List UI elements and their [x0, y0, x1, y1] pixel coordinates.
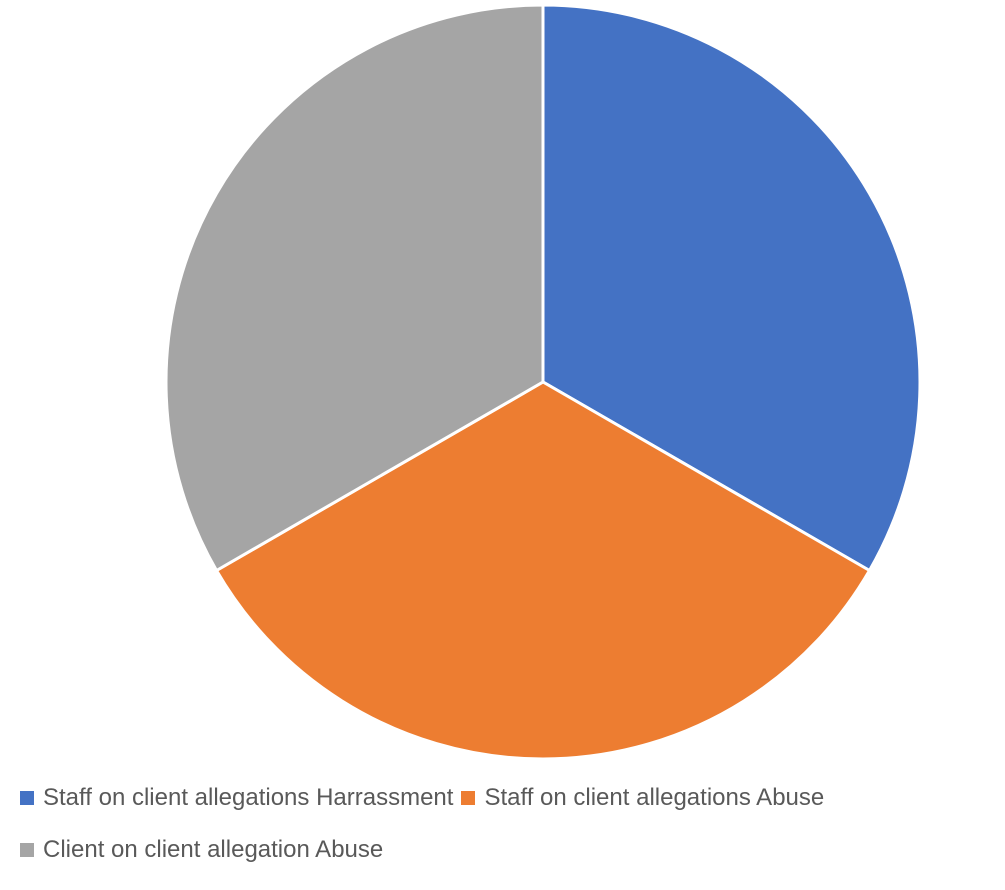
legend-item-2: Staff on client allegations Abuse — [461, 778, 824, 818]
legend-swatch-2 — [461, 791, 476, 805]
pie-slice-3 — [164, 3, 545, 572]
chart-legend: Staff on client allegations Harrassment S… — [20, 778, 1000, 870]
legend-label-3: Client on client allegation Abuse — [43, 836, 384, 863]
legend-item-1: Staff on client allegations Harrassment — [20, 778, 453, 818]
legend-swatch-1 — [20, 791, 34, 805]
pie-slice-1 — [541, 3, 922, 572]
legend-label-1: Staff on client allegations Harrassment — [43, 784, 454, 811]
legend-label-2: Staff on client allegations Abuse — [484, 784, 825, 811]
legend-item-3: Client on client allegation Abuse — [20, 830, 383, 870]
pie-slice-2 — [215, 380, 871, 760]
legend-swatch-3 — [20, 843, 34, 857]
pie-plot-area — [164, 3, 922, 760]
